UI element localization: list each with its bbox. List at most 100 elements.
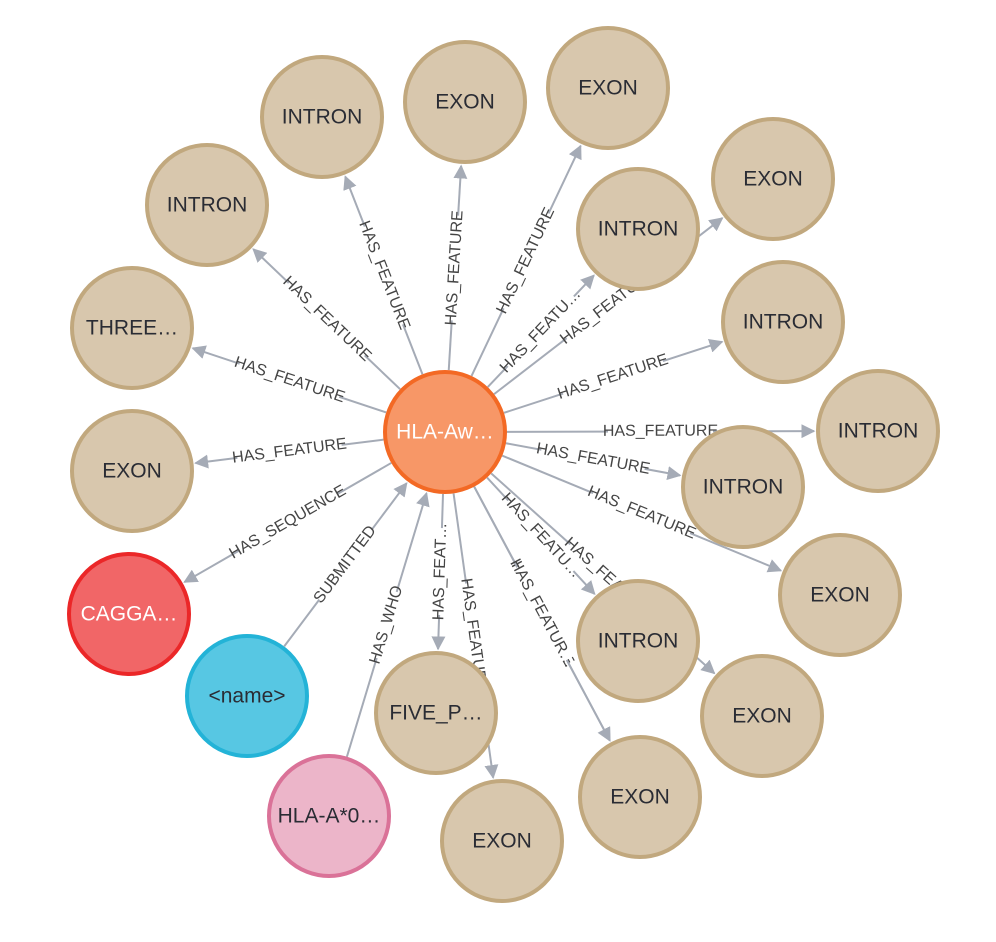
node-label: INTRON [598,218,679,241]
feature-node[interactable]: THREE… [70,266,194,390]
relationship-edge[interactable]: HAS_FEATURE [503,339,724,414]
relationship-label-background [500,493,581,578]
feature-node[interactable]: INTRON [681,425,805,549]
node-label: INTRON [282,106,363,129]
sequence-node[interactable]: CAGGA… [67,552,191,676]
node-circle[interactable] [403,40,527,164]
node-circle[interactable] [546,26,670,150]
node-label: INTRON [167,194,248,217]
node-label: EXON [472,830,532,853]
relationship-label-background [236,354,343,407]
node-label: EXON [578,77,638,100]
relationship-label-group: HAS_FEATURE [556,351,670,404]
relationship-edge[interactable]: HAS_FEATURE [194,434,384,469]
node-circle[interactable] [816,369,940,493]
relationship-label-background [355,222,413,328]
relationship-label-background [456,582,491,689]
relationship-label-background [281,275,372,363]
node-label: CAGGA… [81,603,178,626]
node-circle[interactable] [700,654,824,778]
feature-node[interactable]: FIVE_P… [374,651,498,775]
node-label: <name> [208,685,285,708]
node-circle[interactable] [711,117,835,241]
relationship-label-background [494,209,558,313]
relationship-label-group: HAS_FEATURE [603,421,718,442]
feature-node[interactable]: EXON [711,117,835,241]
feature-node[interactable]: INTRON [576,579,700,703]
submitter-node[interactable]: <name> [185,634,309,758]
relationship-label-background [311,523,380,606]
relationship-label-background [236,434,343,468]
node-label: EXON [810,584,870,607]
node-label: HLA-A*0… [278,805,381,828]
relationship-label-background [508,562,576,665]
node-label: INTRON [838,420,919,443]
who-node[interactable]: HLA-A*0… [267,754,391,878]
relationship-label-group: HAS_FEATURE [493,205,558,316]
node-circle[interactable] [260,55,384,179]
center-node[interactable]: HLA-Aw… [383,370,507,494]
relationship-edge[interactable]: HAS_FEATURE [505,439,682,480]
node-circle[interactable] [440,779,564,903]
node-label: FIVE_P… [389,702,482,725]
relationship-label-group: HAS_FEATURE [535,439,651,479]
node-circle[interactable] [145,143,269,267]
relationship-label-background [441,214,469,322]
feature-node[interactable]: EXON [440,779,564,903]
relationship-label-group: HAS_FEATURE [355,219,413,333]
relationship-label-background [429,527,452,616]
feature-node[interactable]: INTRON [145,143,269,267]
relationship-label: HAS_SEQUENCE [226,482,349,562]
node-label: HLA-Aw… [396,421,494,444]
feature-node[interactable]: EXON [70,409,194,533]
node-circle[interactable] [70,266,194,390]
relationship-label: HAS_FEATURE [232,354,347,406]
feature-node[interactable]: EXON [546,26,670,150]
relationship-edge[interactable]: HAS_FEATU… [486,476,596,596]
feature-node[interactable]: EXON [578,735,702,859]
relationship-label-group: HAS_WHO [367,584,407,666]
node-circle[interactable] [576,167,700,291]
node-circle[interactable] [267,754,391,878]
relationship-label-background [500,289,582,373]
node-label: EXON [610,786,670,809]
relationship-label: HAS_FEATURE [603,423,718,440]
node-label: EXON [435,91,495,114]
relationship-edge[interactable]: HAS_FEATURE [441,164,469,371]
node-circle[interactable] [778,533,902,657]
relationship-label: HAS_FEATURE [231,436,348,467]
feature-node[interactable]: INTRON [816,369,940,493]
relationship-edge[interactable]: HAS_SEQUENCE [183,462,392,583]
relationship-label-background [233,485,343,560]
nodes-layer: HLA-Aw… INTRON EXON EXON INTRON EXON INTRON THR… [67,26,940,903]
node-circle[interactable] [383,370,507,494]
relationship-edge[interactable]: HAS_FEAT… [429,493,452,651]
node-label: EXON [732,705,792,728]
relationship-label: HAS_FEATURE [279,273,374,365]
feature-node[interactable]: INTRON [721,260,845,384]
node-circle[interactable] [70,409,194,533]
relationship-label: HAS_FEATURE [535,440,651,478]
node-circle[interactable] [374,651,498,775]
relationship-label-background [607,421,714,442]
feature-node[interactable]: EXON [778,533,902,657]
feature-node[interactable]: EXON [403,40,527,164]
node-circle[interactable] [578,735,702,859]
relationship-label-group: HAS_FEAT… [429,522,452,620]
node-label: INTRON [743,311,824,334]
node-circle[interactable] [681,425,805,549]
relationship-label: SUBMITTED [311,523,380,607]
relationship-label-group: HAS_FEATURE [231,434,348,468]
relationship-label-background [539,439,647,479]
node-circle[interactable] [185,634,309,758]
node-circle[interactable] [721,260,845,384]
node-label: EXON [102,460,162,483]
node-circle[interactable] [67,552,191,676]
relationship-label-group: HAS_FEATURE [441,210,469,326]
node-circle[interactable] [576,579,700,703]
feature-node[interactable]: INTRON [260,55,384,179]
feature-node[interactable]: INTRON [576,167,700,291]
feature-node[interactable]: EXON [700,654,824,778]
relationship-label: HAS_FEATURE [355,219,413,333]
